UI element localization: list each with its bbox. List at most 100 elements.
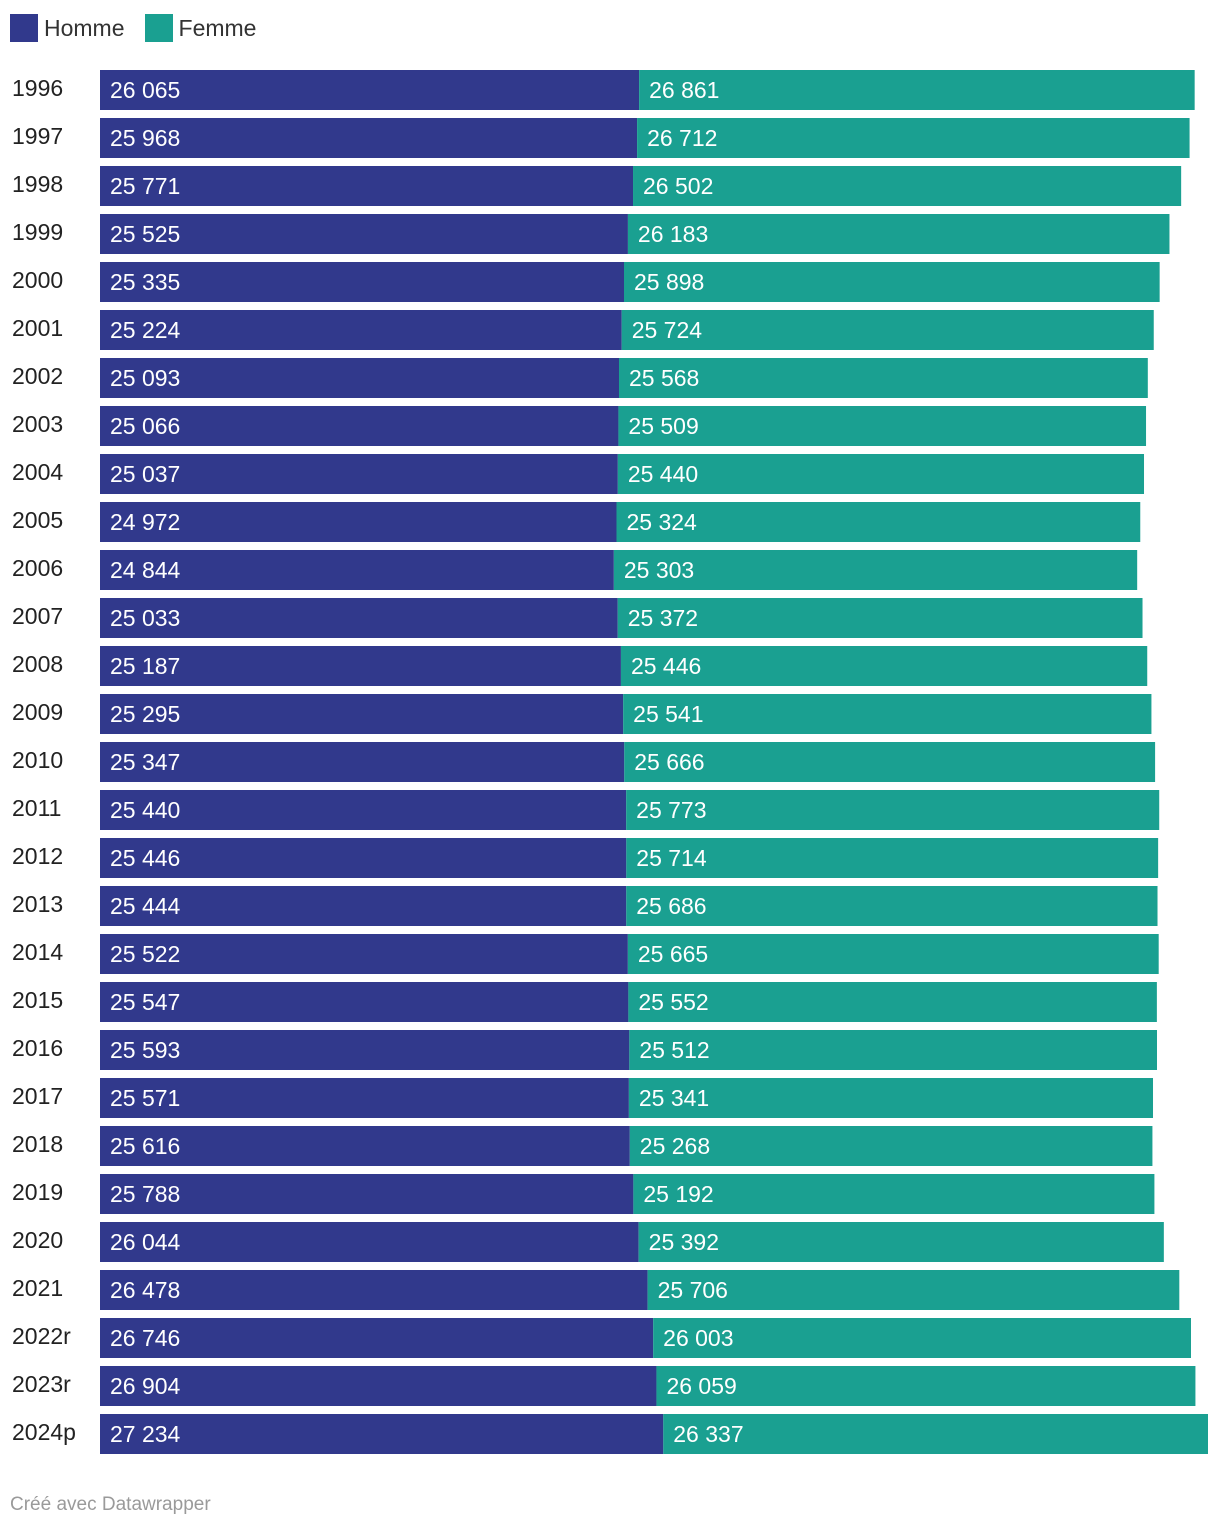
- year-label: 2011: [12, 795, 61, 821]
- bar-homme[interactable]: [100, 214, 628, 254]
- value-label-femme: 25 541: [633, 701, 703, 727]
- bar-femme[interactable]: [633, 166, 1182, 206]
- year-label: 2020: [12, 1227, 63, 1253]
- bar-homme[interactable]: [100, 646, 621, 686]
- bar-femme[interactable]: [656, 1366, 1196, 1406]
- value-label-homme: 26 065: [110, 77, 180, 103]
- bar-femme[interactable]: [626, 790, 1160, 830]
- bar-femme[interactable]: [629, 1126, 1153, 1166]
- value-label-femme: 25 898: [634, 269, 704, 295]
- bar-row: 2015 25 547 25 552: [12, 982, 1157, 1022]
- bar-row: 2018 25 616 25 268: [12, 1126, 1153, 1166]
- bar-femme[interactable]: [623, 262, 1160, 302]
- bar-femme[interactable]: [618, 406, 1147, 446]
- bar-femme[interactable]: [663, 1414, 1208, 1454]
- year-label: 2019: [12, 1179, 63, 1205]
- value-label-homme: 27 234: [110, 1421, 181, 1447]
- bar-homme[interactable]: [100, 262, 624, 302]
- bar-femme[interactable]: [626, 838, 1159, 878]
- bar-row: 2009 25 295 25 541: [12, 694, 1152, 734]
- bar-row: 2004 25 037 25 440: [12, 454, 1145, 494]
- bar-homme[interactable]: [100, 118, 638, 158]
- bar-femme[interactable]: [624, 742, 1156, 782]
- bar-femme[interactable]: [629, 1030, 1157, 1070]
- year-label: 2013: [12, 891, 63, 917]
- value-label-homme: 25 335: [110, 269, 180, 295]
- value-label-femme: 25 303: [624, 557, 694, 583]
- bar-femme[interactable]: [613, 550, 1138, 590]
- bar-homme[interactable]: [100, 886, 627, 926]
- value-label-homme: 26 746: [110, 1325, 180, 1351]
- stacked-bar-chart: 1996 26 065 26 861 1997 25 968 26 712 1998 25 7…: [12, 70, 1208, 1454]
- value-label-homme: 25 593: [110, 1037, 180, 1063]
- value-label-homme: 25 571: [110, 1085, 180, 1111]
- bar-femme[interactable]: [627, 214, 1170, 254]
- value-label-femme: 25 446: [631, 653, 701, 679]
- bar-femme[interactable]: [628, 1078, 1154, 1118]
- bar-femme[interactable]: [621, 310, 1154, 350]
- year-label: 2008: [12, 651, 63, 677]
- year-label: 2000: [12, 267, 63, 293]
- bar-row: 2016 25 593 25 512: [12, 1030, 1157, 1070]
- bar-homme[interactable]: [100, 598, 618, 638]
- bar-femme[interactable]: [653, 1318, 1191, 1358]
- bar-homme[interactable]: [100, 694, 624, 734]
- bar-homme[interactable]: [100, 1222, 639, 1262]
- bar-row: 2017 25 571 25 341: [12, 1078, 1154, 1118]
- bar-homme[interactable]: [100, 1270, 648, 1310]
- value-label-femme: 26 003: [663, 1325, 733, 1351]
- year-label: 2021: [12, 1275, 63, 1301]
- bar-row: 2008 25 187 25 446: [12, 646, 1148, 686]
- bar-row: 2002 25 093 25 568: [12, 358, 1148, 398]
- bar-femme[interactable]: [623, 694, 1152, 734]
- value-label-femme: 25 440: [628, 461, 698, 487]
- bar-homme[interactable]: [100, 1366, 657, 1406]
- bar-homme[interactable]: [100, 1126, 630, 1166]
- year-label: 2017: [12, 1083, 63, 1109]
- bar-homme[interactable]: [100, 70, 640, 110]
- bar-row: 2000 25 335 25 898: [12, 262, 1160, 302]
- bar-femme[interactable]: [638, 1222, 1164, 1262]
- bar-femme[interactable]: [637, 118, 1190, 158]
- value-label-femme: 25 665: [638, 941, 708, 967]
- bar-femme[interactable]: [647, 1270, 1180, 1310]
- bar-femme[interactable]: [639, 70, 1195, 110]
- bar-homme[interactable]: [100, 790, 627, 830]
- bar-homme[interactable]: [100, 406, 619, 446]
- legend-item-femme[interactable]: Femme: [144, 14, 257, 42]
- bar-femme[interactable]: [617, 454, 1145, 494]
- bar-homme[interactable]: [100, 982, 629, 1022]
- bar-homme[interactable]: [100, 166, 634, 206]
- bar-homme[interactable]: [100, 454, 618, 494]
- bar-homme[interactable]: [100, 1318, 654, 1358]
- legend-label-femme: Femme: [178, 14, 257, 41]
- bar-femme[interactable]: [627, 934, 1159, 974]
- bar-homme[interactable]: [100, 838, 627, 878]
- bar-homme[interactable]: [100, 310, 622, 350]
- value-label-homme: 24 972: [110, 509, 180, 535]
- bar-homme[interactable]: [100, 1078, 629, 1118]
- bar-homme[interactable]: [100, 1414, 664, 1454]
- bar-femme[interactable]: [618, 358, 1148, 398]
- bar-homme[interactable]: [100, 934, 628, 974]
- bar-homme[interactable]: [100, 742, 625, 782]
- bar-femme[interactable]: [616, 502, 1141, 542]
- value-label-homme: 25 616: [110, 1133, 180, 1159]
- value-label-femme: 25 714: [636, 845, 707, 871]
- bar-femme[interactable]: [617, 598, 1143, 638]
- bar-femme[interactable]: [626, 886, 1158, 926]
- legend-item-homme[interactable]: Homme: [10, 14, 125, 42]
- bar-homme[interactable]: [100, 358, 619, 398]
- bar-homme[interactable]: [100, 1030, 630, 1070]
- year-label: 1999: [12, 219, 63, 245]
- year-label: 2012: [12, 843, 63, 869]
- bar-femme[interactable]: [628, 982, 1157, 1022]
- bar-homme[interactable]: [100, 502, 617, 542]
- bar-homme[interactable]: [100, 1174, 634, 1214]
- bar-row: 2010 25 347 25 666: [12, 742, 1156, 782]
- year-label: 2006: [12, 555, 63, 581]
- bar-femme[interactable]: [620, 646, 1148, 686]
- bar-femme[interactable]: [633, 1174, 1155, 1214]
- bar-row: 2005 24 972 25 324: [12, 502, 1141, 542]
- bar-homme[interactable]: [100, 550, 614, 590]
